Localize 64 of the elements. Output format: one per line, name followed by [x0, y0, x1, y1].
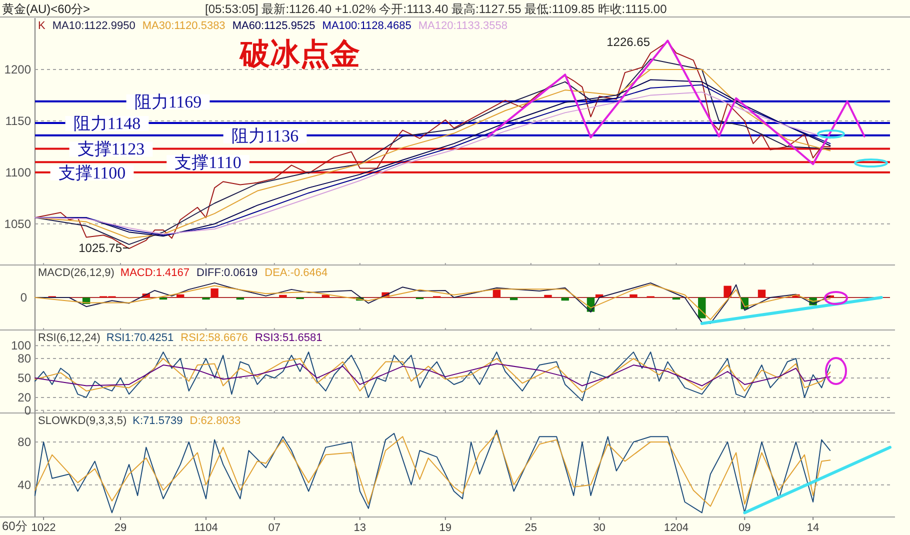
- text: D:62.8033: [190, 415, 241, 427]
- text: MA100:1128.4685: [322, 20, 412, 32]
- series-label: K:71.5739: [132, 415, 183, 427]
- x-tick-label: 13: [354, 522, 366, 534]
- annotation: 1226.65: [606, 35, 650, 49]
- bar: [510, 298, 518, 300]
- ref-line-label: 阻力1148: [73, 114, 141, 133]
- x-tick-label: 1204: [664, 522, 688, 534]
- y-tick-label: 1150: [5, 114, 32, 128]
- bar: [322, 294, 330, 298]
- annotation: 破冰点金: [239, 38, 360, 71]
- bar: [544, 294, 552, 298]
- ref-line-label: 阻力1136: [231, 126, 299, 146]
- x-tick-label: 30: [593, 522, 606, 534]
- chart-title: MACD(26,12,9): [38, 267, 114, 279]
- text: MA60:1125.9525: [232, 20, 316, 32]
- bar: [630, 294, 638, 298]
- y-tick-label: 80: [18, 434, 32, 449]
- x-tick-label: 1022: [31, 522, 56, 534]
- x-tick-label: 29: [114, 522, 127, 534]
- series-label: DEA:-0.6464: [264, 267, 328, 279]
- chart-subtitle: [05:53:05] 最新:1126.40 +1.02% 今开:1113.40 最高:1127.55 最低:1109.85 昨收:1115.00: [205, 2, 668, 16]
- ref-line-label: 支撑1100: [58, 163, 126, 182]
- x-tick-label: 19: [439, 522, 452, 534]
- series-label: RSI1:70.4251: [106, 332, 174, 344]
- bar: [561, 298, 569, 301]
- bar: [279, 294, 287, 298]
- bar: [176, 294, 184, 298]
- y-tick-label: 20: [18, 390, 32, 404]
- x-tick-label: 25: [524, 522, 538, 534]
- chart-title: RSI(6,12,24): [38, 332, 100, 344]
- x-tick-label: 09: [738, 522, 751, 534]
- series-label: MACD:1.4167: [120, 267, 190, 279]
- text: MA30:1120.5383: [142, 20, 226, 32]
- ref-line-label: 支撑1123: [77, 140, 145, 159]
- y-tick-label: 0: [24, 403, 32, 418]
- y-tick-label: 40: [18, 478, 32, 492]
- series-label: DIFF:0.0619: [196, 267, 258, 279]
- y-tick-label: 1200: [4, 62, 32, 76]
- line-series: [487, 40, 866, 166]
- x-tick-label: 1104: [194, 522, 218, 534]
- y-tick-label: 1050: [4, 216, 32, 231]
- text: 60分: [2, 519, 28, 533]
- y-tick-label: 1100: [5, 165, 32, 180]
- text: MA10:1122.9950: [52, 20, 136, 32]
- text: MA120:1133.3558: [418, 20, 508, 32]
- y-tick-label: 50: [18, 370, 32, 385]
- bar: [492, 290, 501, 298]
- y-tick-label: 80: [18, 352, 32, 366]
- annotation: 1025.75: [78, 241, 122, 255]
- bar: [758, 290, 766, 298]
- bar: [210, 288, 218, 298]
- x-tick-label: 14: [806, 522, 820, 534]
- y-tick-label: 100: [10, 338, 32, 353]
- text: RSI3:51.6581: [254, 332, 322, 344]
- bar: [724, 286, 732, 298]
- ref-line-label: 阻力1169: [134, 92, 202, 112]
- chart-title: SLOWKD(9,3,3,5): [38, 415, 127, 427]
- ref-line-label: 支撑1110: [174, 153, 242, 172]
- x-tick-label: 07: [268, 522, 281, 534]
- text: K: [38, 20, 46, 32]
- chart-title: 黄金(AU)<60分>: [2, 2, 90, 16]
- bar: [698, 298, 706, 318]
- text: RSI2:58.6676: [180, 332, 248, 344]
